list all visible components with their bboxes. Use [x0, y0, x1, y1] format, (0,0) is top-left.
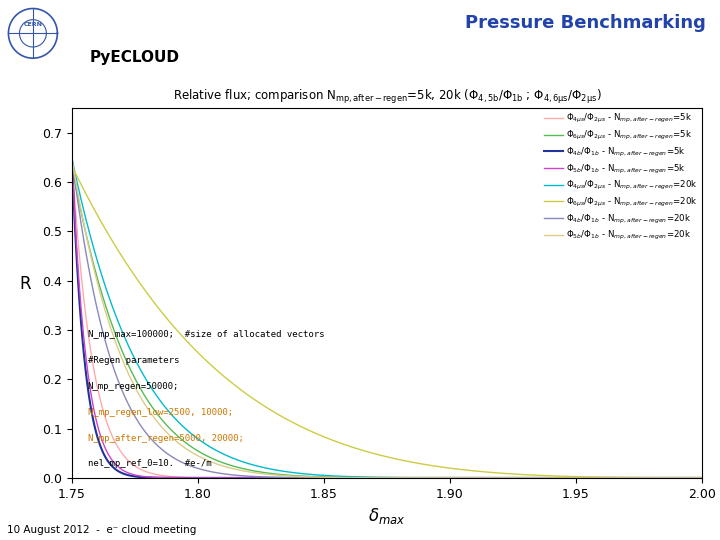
Y-axis label: R: R [19, 275, 32, 293]
Text: #Regen parameters: #Regen parameters [88, 356, 179, 365]
Title: Relative flux; comparison $\mathregular{N_{mp,after-regen}}$=5k, 20k ($\mathregu: Relative flux; comparison $\mathregular{… [173, 88, 601, 106]
Text: N_mp_after_regen=5000, 20000;: N_mp_after_regen=5000, 20000; [88, 434, 243, 442]
Text: N_mp_regen=50000;: N_mp_regen=50000; [88, 382, 179, 391]
Text: CERN: CERN [24, 22, 42, 27]
Text: 10 August 2012  -  e⁻ cloud meeting: 10 August 2012 - e⁻ cloud meeting [7, 524, 197, 535]
Text: N_mp_max=100000;  #size of allocated vectors: N_mp_max=100000; #size of allocated vect… [88, 330, 324, 339]
Text: Pressure Benchmarking: Pressure Benchmarking [464, 14, 706, 31]
X-axis label: $\delta_{max}$: $\delta_{max}$ [368, 506, 406, 526]
Legend: $\Phi_{4\mu s}/\Phi_{2\mu s}$ - N$_{mp,after-regen}$=5k, $\Phi_{6\mu s}/\Phi_{2\: $\Phi_{4\mu s}/\Phi_{2\mu s}$ - N$_{mp,a… [544, 112, 698, 242]
Text: PyECLOUD: PyECLOUD [90, 50, 180, 65]
Text: nel_mp_ref_0=10.  #e-/m: nel_mp_ref_0=10. #e-/m [88, 460, 212, 468]
Text: N_mp_regen_low=2500, 10000;: N_mp_regen_low=2500, 10000; [88, 408, 233, 417]
